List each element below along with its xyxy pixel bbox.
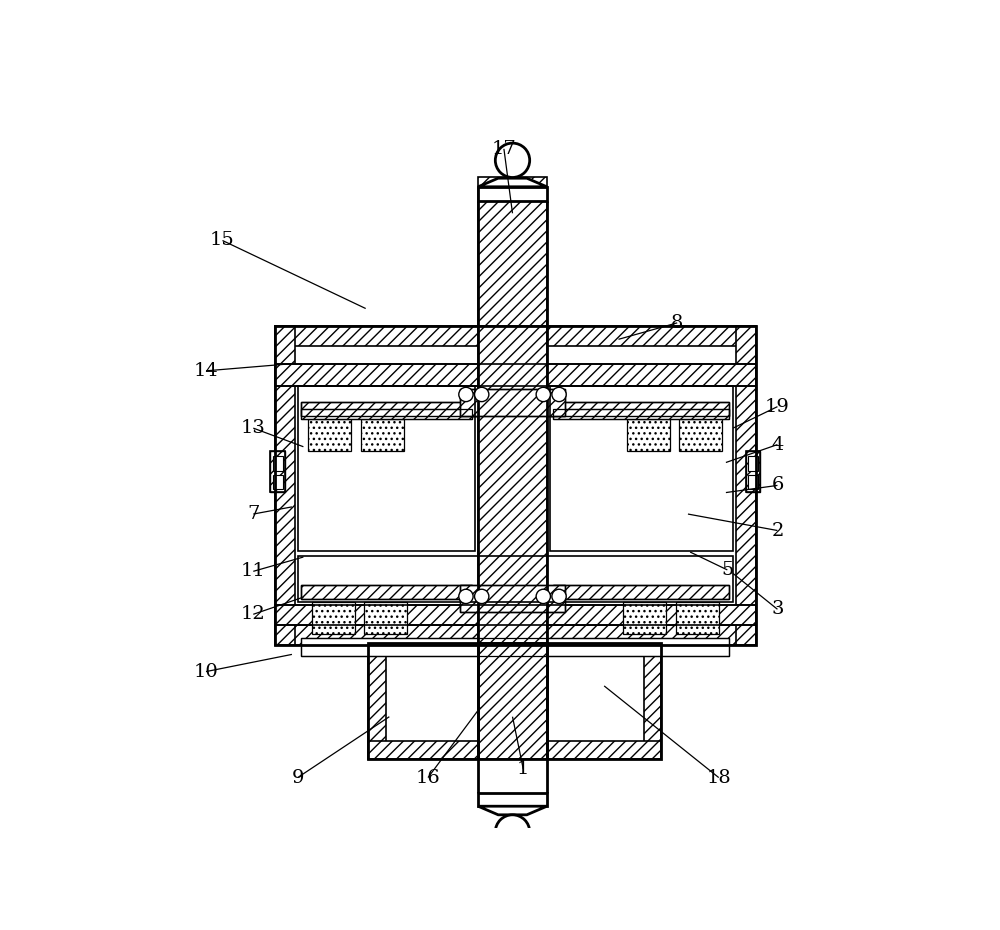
Bar [364, 602, 407, 634]
Bar [746, 451, 760, 492]
Bar [312, 602, 355, 634]
Bar [478, 178, 547, 326]
Text: 13: 13 [241, 419, 266, 437]
Polygon shape [478, 179, 547, 187]
Bar [748, 457, 758, 471]
Bar [550, 386, 733, 551]
Circle shape [495, 815, 530, 849]
Bar [553, 585, 729, 599]
Circle shape [552, 387, 566, 402]
Bar [301, 585, 472, 599]
Bar [547, 402, 729, 416]
Bar [679, 418, 722, 451]
Bar [275, 365, 756, 386]
Bar [623, 602, 666, 634]
Text: 16: 16 [416, 768, 440, 787]
Bar [478, 793, 547, 806]
Text: 3: 3 [771, 600, 784, 618]
Circle shape [536, 590, 550, 604]
Text: 18: 18 [706, 768, 731, 787]
Circle shape [459, 590, 473, 604]
Bar [368, 741, 661, 759]
Circle shape [536, 387, 550, 402]
Bar [275, 625, 756, 645]
Circle shape [552, 590, 566, 604]
Bar [301, 638, 729, 656]
Text: 17: 17 [492, 140, 516, 158]
Circle shape [459, 387, 473, 402]
Bar [736, 326, 756, 645]
Bar [275, 326, 756, 347]
Bar [301, 409, 472, 418]
Bar [275, 326, 756, 645]
Bar [553, 585, 729, 599]
Text: 4: 4 [771, 435, 784, 454]
Bar [301, 585, 472, 599]
Text: 12: 12 [241, 605, 266, 623]
Bar [298, 386, 475, 551]
Bar [361, 418, 404, 451]
Bar [460, 389, 565, 416]
Bar [478, 643, 547, 759]
Text: 8: 8 [671, 313, 683, 332]
Bar [275, 605, 756, 625]
Bar [308, 418, 351, 451]
Bar [460, 585, 565, 612]
Text: 5: 5 [721, 561, 734, 578]
Text: 10: 10 [194, 662, 218, 681]
Bar [270, 451, 285, 492]
Bar [301, 409, 472, 418]
Bar [460, 389, 565, 416]
Bar [478, 326, 547, 645]
Bar [270, 451, 285, 492]
Bar [368, 643, 661, 759]
Bar [478, 187, 547, 201]
Text: 2: 2 [771, 522, 784, 539]
Bar [275, 605, 756, 625]
Bar [460, 585, 565, 612]
Circle shape [475, 590, 489, 604]
Polygon shape [478, 806, 547, 815]
Text: 9: 9 [291, 768, 304, 787]
Bar [275, 365, 756, 386]
Bar [275, 326, 295, 645]
Bar [676, 602, 719, 634]
Text: 1: 1 [517, 760, 529, 778]
Bar [746, 451, 760, 492]
Bar [547, 402, 729, 416]
Text: 11: 11 [241, 563, 266, 580]
Bar [627, 418, 670, 451]
Text: 15: 15 [210, 232, 235, 249]
Text: 7: 7 [247, 505, 259, 523]
Bar [644, 643, 661, 759]
Bar [301, 402, 478, 416]
Circle shape [495, 143, 530, 178]
Bar [748, 475, 758, 489]
Bar [368, 643, 386, 759]
Bar [553, 409, 729, 418]
Text: 14: 14 [194, 362, 218, 379]
Bar [273, 475, 283, 489]
Circle shape [475, 387, 489, 402]
Bar [273, 457, 283, 471]
Bar [301, 402, 478, 416]
Bar [553, 409, 729, 418]
Text: 6: 6 [771, 476, 784, 495]
Bar [298, 556, 733, 602]
Text: 19: 19 [765, 398, 790, 416]
Bar [301, 638, 729, 656]
